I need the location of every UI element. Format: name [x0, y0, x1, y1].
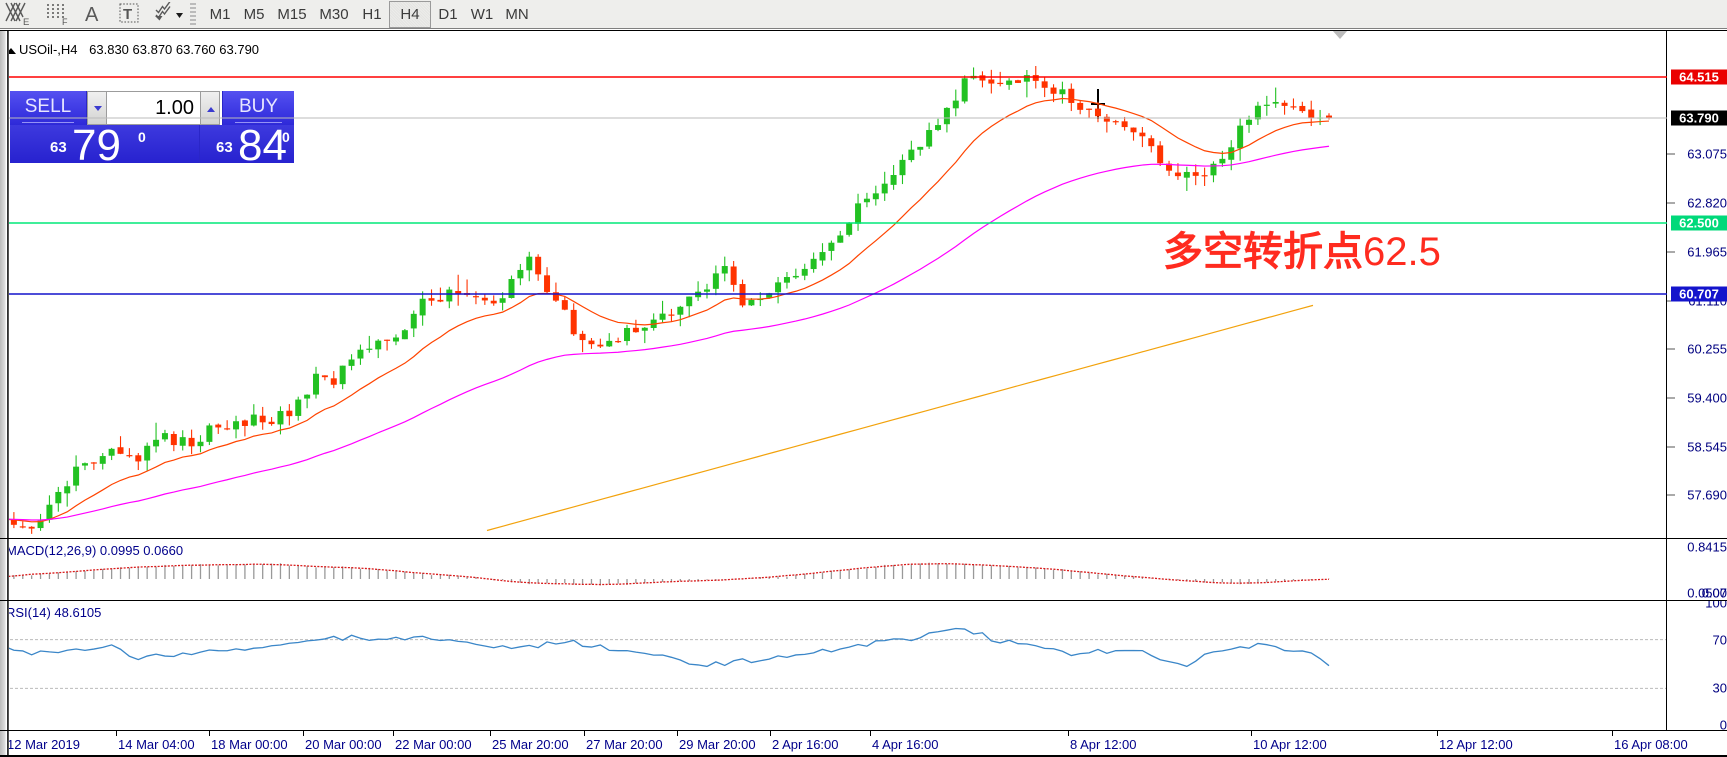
svg-text:F: F: [62, 17, 68, 27]
svg-text:T: T: [123, 6, 132, 23]
svg-text:A: A: [85, 4, 99, 26]
svg-text:E: E: [23, 17, 29, 27]
